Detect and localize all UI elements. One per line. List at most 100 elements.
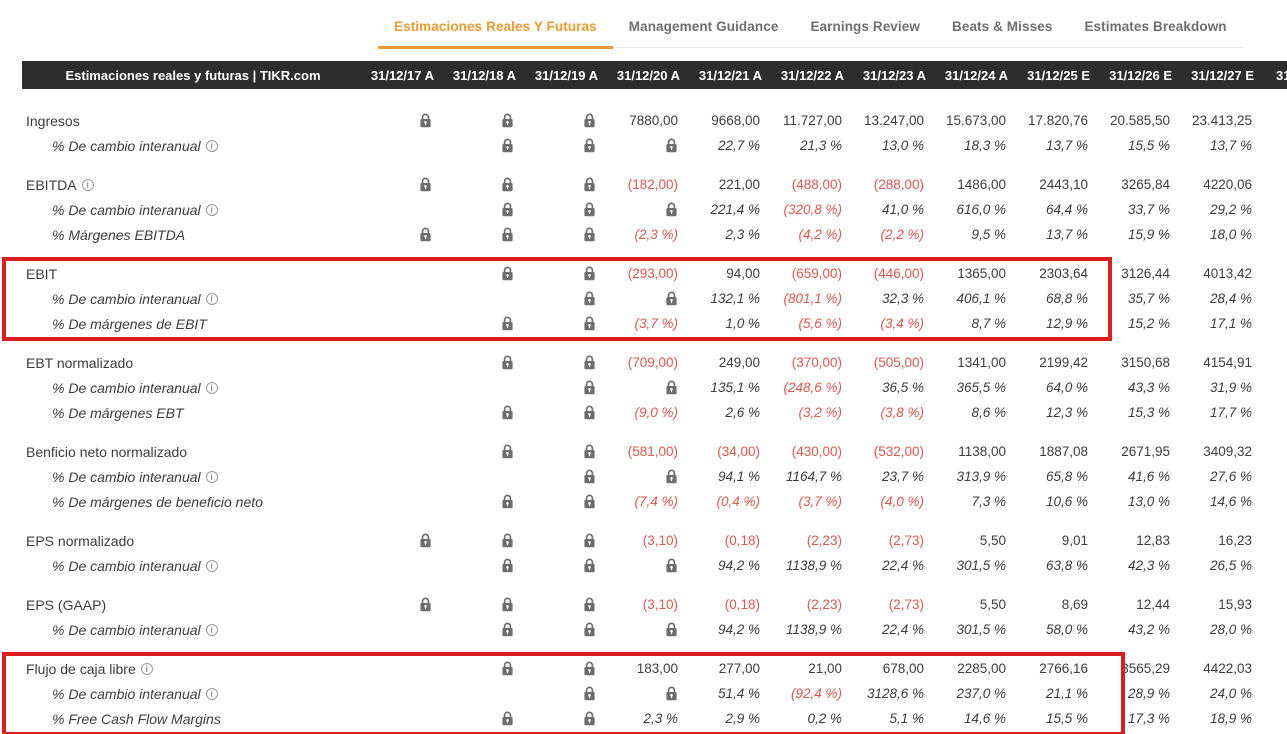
- value-cell: 15,3 %: [1127, 405, 1170, 420]
- locked-value-cell[interactable]: [442, 444, 524, 460]
- lock-icon: [665, 138, 678, 153]
- locked-value-cell[interactable]: [442, 533, 524, 549]
- value-cell: (3,2 %): [798, 405, 842, 420]
- locked-value-cell[interactable]: [524, 177, 606, 193]
- locked-value-cell[interactable]: [442, 355, 524, 371]
- locked-value-cell[interactable]: [360, 597, 442, 613]
- locked-value-cell[interactable]: [524, 227, 606, 243]
- locked-value-cell[interactable]: [442, 113, 524, 129]
- value-cell: (2,23): [806, 533, 842, 548]
- lock-icon: [583, 177, 596, 192]
- tab-estimaciones-reales-y-futuras[interactable]: Estimaciones Reales Y Futuras: [378, 8, 613, 49]
- info-icon[interactable]: i: [205, 559, 218, 572]
- locked-value-cell[interactable]: [442, 202, 524, 218]
- locked-value-cell[interactable]: [606, 469, 688, 485]
- locked-value-cell[interactable]: [524, 405, 606, 421]
- lock-icon: [501, 558, 514, 573]
- value-cell: 4422,03: [1203, 661, 1252, 676]
- locked-value-cell[interactable]: [442, 405, 524, 421]
- value-cell: 12,83: [1136, 533, 1170, 548]
- locked-value-cell[interactable]: [442, 227, 524, 243]
- info-icon[interactable]: i: [205, 139, 218, 152]
- locked-value-cell[interactable]: [524, 711, 606, 727]
- locked-value-cell[interactable]: [442, 266, 524, 282]
- table-row: Benficio neto normalizado (581,00) (34,00)…: [22, 439, 1287, 464]
- tab-beats-misses[interactable]: Beats & Misses: [951, 19, 1053, 34]
- locked-value-cell[interactable]: [524, 202, 606, 218]
- locked-value-cell[interactable]: [442, 177, 524, 193]
- locked-value-cell[interactable]: [442, 597, 524, 613]
- tab-earnings-review[interactable]: Earnings Review: [810, 19, 920, 34]
- locked-value-cell[interactable]: [524, 558, 606, 574]
- locked-value-cell[interactable]: [524, 494, 606, 510]
- info-icon[interactable]: i: [205, 203, 218, 216]
- table-row: % De cambio interanual i 51,4 % (92,4 %) 312…: [22, 681, 1287, 706]
- locked-value-cell[interactable]: [524, 622, 606, 638]
- lock-icon: [583, 355, 596, 370]
- locked-value-cell[interactable]: [360, 227, 442, 243]
- locked-value-cell[interactable]: [442, 316, 524, 332]
- locked-value-cell[interactable]: [524, 469, 606, 485]
- info-icon[interactable]: i: [205, 470, 218, 483]
- row-label-text: EPS normalizado: [26, 532, 135, 549]
- value-cell: 1,0 %: [725, 316, 760, 331]
- value-cell: 132,1 %: [710, 291, 760, 306]
- info-icon[interactable]: i: [205, 381, 218, 394]
- info-icon[interactable]: i: [205, 292, 218, 305]
- locked-value-cell[interactable]: [524, 444, 606, 460]
- locked-value-cell[interactable]: [524, 266, 606, 282]
- locked-value-cell[interactable]: [442, 494, 524, 510]
- table-row: EPS normalizado (3,10) (0,18) (2,23) (2,73) 5…: [22, 528, 1287, 553]
- value-cell: 3126,44: [1121, 266, 1170, 281]
- value-cell: 10,6 %: [1045, 494, 1088, 509]
- row-label: % De márgenes de EBIT: [22, 316, 360, 332]
- locked-value-cell[interactable]: [442, 661, 524, 677]
- locked-value-cell[interactable]: [524, 291, 606, 307]
- locked-value-cell[interactable]: [524, 533, 606, 549]
- locked-value-cell[interactable]: [606, 291, 688, 307]
- locked-value-cell[interactable]: [360, 113, 442, 129]
- locked-value-cell[interactable]: [524, 355, 606, 371]
- locked-value-cell[interactable]: [606, 202, 688, 218]
- value-cell: 41,0 %: [881, 202, 924, 217]
- value-cell: 2,3 %: [725, 227, 760, 242]
- locked-value-cell[interactable]: [524, 316, 606, 332]
- value-cell: (3,10): [642, 533, 678, 548]
- locked-value-cell[interactable]: [360, 533, 442, 549]
- locked-value-cell[interactable]: [606, 380, 688, 396]
- locked-value-cell[interactable]: [524, 113, 606, 129]
- locked-value-cell[interactable]: [524, 597, 606, 613]
- locked-value-cell[interactable]: [606, 558, 688, 574]
- locked-value-cell[interactable]: [360, 177, 442, 193]
- info-icon[interactable]: i: [205, 623, 218, 636]
- locked-value-cell[interactable]: [442, 558, 524, 574]
- tab-estimates-breakdown[interactable]: Estimates Breakdown: [1084, 19, 1227, 34]
- info-icon[interactable]: i: [140, 662, 153, 675]
- locked-value-cell[interactable]: [524, 138, 606, 154]
- value-cell: (709,00): [627, 355, 678, 370]
- locked-value-cell[interactable]: [606, 686, 688, 702]
- row-group: EBT normalizado (709,00) 249,00 (370,00) (50…: [22, 350, 1287, 425]
- info-icon[interactable]: i: [81, 178, 94, 191]
- value-cell: 3128,6 %: [866, 686, 924, 701]
- lock-icon: [501, 533, 514, 548]
- value-cell: 1164,7 %: [785, 469, 842, 484]
- value-cell: (4,0 %): [880, 494, 924, 509]
- locked-value-cell[interactable]: [442, 138, 524, 154]
- value-cell: 678,00: [882, 661, 924, 676]
- row-label-text: EBT normalizado: [26, 354, 134, 371]
- row-label-text: % De cambio interanual: [52, 201, 201, 218]
- locked-value-cell[interactable]: [524, 661, 606, 677]
- locked-value-cell[interactable]: [442, 622, 524, 638]
- locked-value-cell[interactable]: [442, 711, 524, 727]
- locked-value-cell[interactable]: [606, 138, 688, 154]
- tab-management-guidance[interactable]: Management Guidance: [628, 19, 779, 34]
- locked-value-cell[interactable]: [524, 380, 606, 396]
- locked-value-cell[interactable]: [606, 622, 688, 638]
- info-icon[interactable]: i: [205, 687, 218, 700]
- locked-value-cell[interactable]: [524, 686, 606, 702]
- lock-icon: [501, 227, 514, 242]
- lock-icon: [665, 380, 678, 395]
- value-cell: 1486,00: [957, 177, 1006, 192]
- table-row: % Free Cash Flow Margins 2,3 % 2,9 % 0,2 % 5…: [22, 706, 1287, 731]
